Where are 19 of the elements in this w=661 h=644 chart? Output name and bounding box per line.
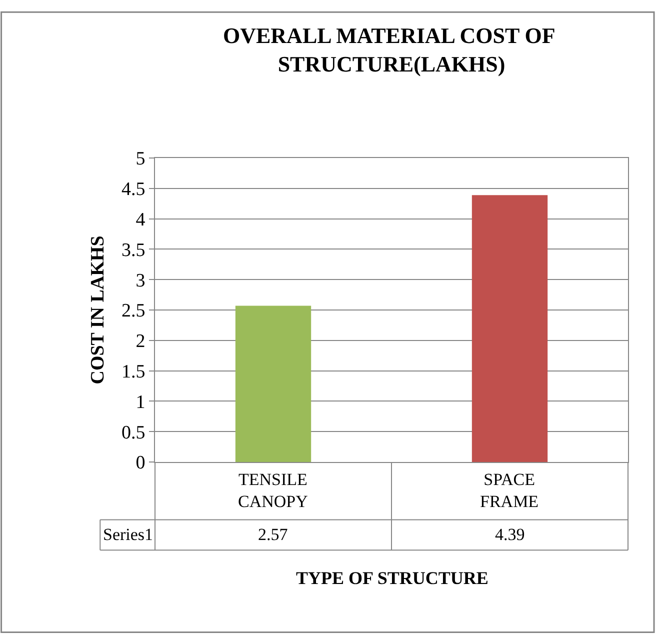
y-tick-label: 3 bbox=[136, 270, 146, 292]
y-tick-label: 4.5 bbox=[121, 179, 146, 200]
y-tick-label: 2 bbox=[136, 331, 146, 352]
x-tick-label: TENSILE CANOPY bbox=[238, 470, 308, 512]
y-tick-label: 2.5 bbox=[121, 300, 146, 322]
chart-title: OVERALL MATERIAL COST OF STRUCTURE(LAKHS) bbox=[223, 23, 560, 77]
y-tick-label: 1.5 bbox=[121, 361, 146, 382]
y-axis-title: COST IN LAKHS bbox=[87, 236, 108, 384]
y-tick-label: 0.5 bbox=[121, 422, 146, 444]
y-tick-label: 4 bbox=[136, 209, 146, 230]
x-axis-title: TYPE OF STRUCTURE bbox=[296, 568, 488, 588]
data-label: 2.57 bbox=[258, 525, 288, 544]
x-tick-label: SPACE FRAME bbox=[480, 470, 539, 512]
y-tick-label: 3.5 bbox=[121, 240, 146, 261]
y-tick-label: 1 bbox=[136, 392, 146, 413]
y-tick-label: 5 bbox=[136, 148, 146, 170]
data-label: 4.39 bbox=[495, 525, 525, 544]
y-tick-label: 0 bbox=[136, 452, 146, 474]
text: Series1 bbox=[103, 525, 154, 544]
